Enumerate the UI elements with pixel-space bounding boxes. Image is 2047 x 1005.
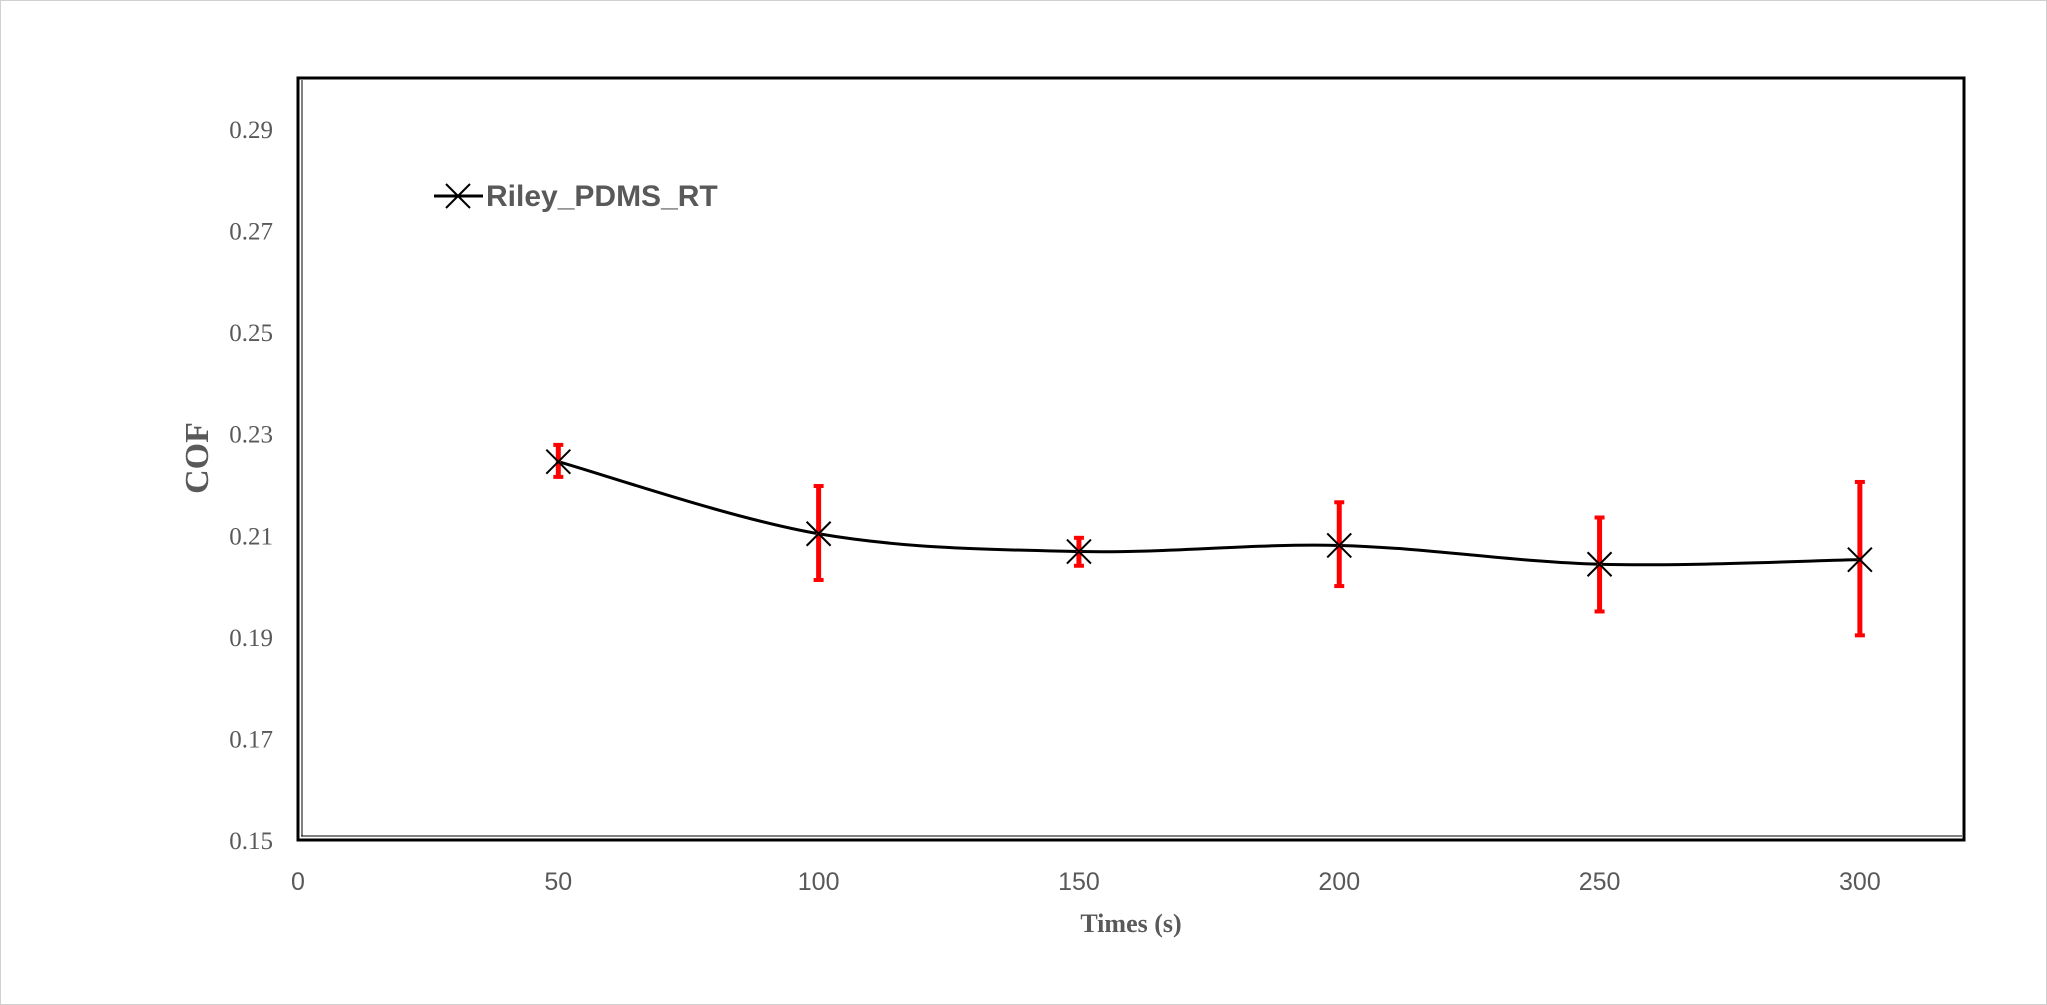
data-point-x-icon[interactable] (1326, 532, 1352, 559)
x-tick-label: 0 (291, 868, 305, 896)
series-line-riley-pdms-rt (557, 460, 1860, 567)
data-point-x-icon[interactable] (545, 448, 572, 475)
legend[interactable]: Riley_PDMS_RT (434, 180, 718, 213)
series-layer (545, 442, 1873, 638)
y-tick-label: 0.17 (229, 726, 273, 753)
y-tick-label: 0.15 (229, 828, 273, 855)
data-point-x-icon[interactable] (805, 521, 832, 547)
x-tick-label: 150 (1058, 868, 1100, 896)
y-tick-label: 0.19 (229, 625, 273, 652)
data-point-x-icon[interactable] (1066, 538, 1092, 565)
legend-label: Riley_PDMS_RT (486, 180, 718, 213)
plot-area (296, 76, 1966, 842)
y-axis-title: COF (179, 422, 216, 494)
y-tick-label: 0.25 (229, 320, 273, 347)
x-tick-label: 250 (1579, 868, 1621, 896)
x-axis-ticks: 0 50 100 150 200 250 300 (291, 868, 1881, 896)
x-axis-title: Times (s) (1080, 909, 1181, 938)
y-axis-ticks: 0.15 0.17 0.19 0.21 0.23 0.25 0.27 0.29 (229, 117, 273, 855)
data-markers (545, 448, 1873, 577)
legend-marker-x-icon (445, 183, 471, 209)
y-tick-label: 0.21 (229, 523, 273, 550)
x-tick-label: 200 (1318, 868, 1360, 896)
y-tick-label: 0.27 (229, 219, 273, 246)
data-point-x-icon[interactable] (1586, 551, 1613, 577)
x-tick-label: 300 (1839, 868, 1881, 896)
x-tick-label: 100 (798, 868, 840, 896)
y-tick-label: 0.23 (229, 422, 273, 449)
y-tick-label: 0.29 (229, 117, 273, 144)
x-tick-label: 50 (544, 868, 572, 896)
data-point-x-icon[interactable] (1847, 546, 1873, 573)
